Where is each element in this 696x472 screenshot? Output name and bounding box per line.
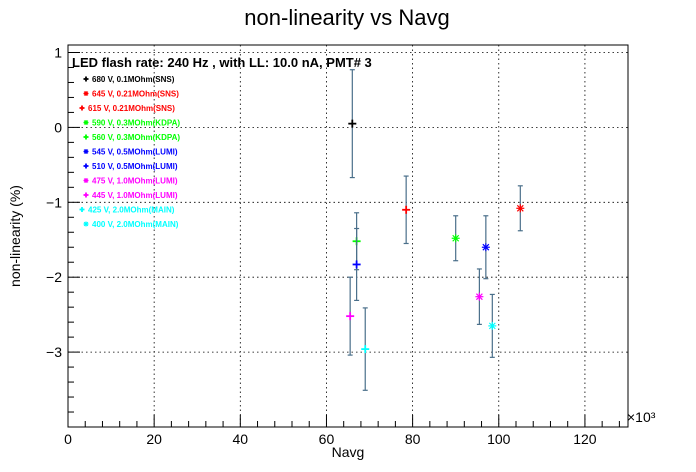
legend-entry: 590 V, 0.3MOhm(KDPA)	[83, 119, 180, 128]
data-point	[451, 215, 460, 262]
data-point	[402, 175, 411, 245]
x-tick-label: 0	[64, 431, 72, 447]
x-tick-label: 20	[146, 431, 162, 447]
y-tick-label: 0	[54, 119, 62, 135]
legend-label: 590 V, 0.3MOhm(KDPA)	[92, 119, 180, 128]
plot-frame	[67, 44, 629, 428]
marker-stroke	[475, 293, 483, 301]
x-tick-label: 120	[573, 431, 597, 447]
data-point	[475, 268, 484, 325]
data-point	[516, 185, 525, 232]
legend-entry: 475 V, 1.0MOhm(LUMI)	[83, 177, 178, 186]
x-tick-label: 80	[405, 431, 421, 447]
legend: 680 V, 0.1MOhm(SNS) 645 V, 0.21MOhm(SNS) 6…	[79, 75, 180, 229]
y-tick-label: 1	[54, 44, 62, 60]
legend-entry: 560 V, 0.3MOhm(KDPA)	[83, 133, 180, 142]
marker-stroke	[83, 178, 89, 183]
x-tick-label: 40	[233, 431, 249, 447]
legend-entry: 680 V, 0.1MOhm(SNS)	[83, 75, 175, 84]
legend-entry: 645 V, 0.21MOhm(SNS)	[83, 90, 179, 99]
data-points	[346, 69, 525, 391]
data-point	[352, 227, 361, 302]
legend-label: 615 V, 0.21MOhm(SNS)	[88, 104, 175, 113]
marker-stroke	[488, 322, 496, 330]
legend-label: 400 V, 2.0MOhm(MAIN)	[92, 220, 179, 229]
legend-entry: 545 V, 0.5MOhm(LUMI)	[83, 148, 178, 157]
legend-entry: 425 V, 2.0MOhm(MAIN)	[79, 206, 175, 215]
chart-title: non-linearity vs Navg	[244, 5, 449, 30]
y-tick-label: −2	[46, 269, 62, 285]
legend-label: 475 V, 1.0MOhm(LUMI)	[92, 177, 178, 186]
legend-label: 445 V, 1.0MOhm(LUMI)	[92, 191, 178, 200]
legend-label: 425 V, 2.0MOhm(MAIN)	[88, 206, 175, 215]
legend-entry: 445 V, 1.0MOhm(LUMI)	[83, 191, 178, 200]
marker-stroke	[452, 234, 460, 242]
legend-entry: 510 V, 0.5MOhm(LUMI)	[83, 162, 178, 171]
chart-annotation: LED flash rate: 240 Hz , with LL: 10.0 n…	[72, 55, 372, 70]
marker-stroke	[516, 204, 524, 212]
marker-stroke	[83, 149, 89, 154]
data-point	[348, 69, 357, 179]
legend-label: 545 V, 0.5MOhm(LUMI)	[92, 148, 178, 157]
grid	[68, 45, 628, 427]
x-tick-label: 60	[319, 431, 335, 447]
y-tick-label: −3	[46, 344, 62, 360]
y-tick-label: −1	[46, 194, 62, 210]
legend-label: 645 V, 0.21MOhm(SNS)	[92, 90, 179, 99]
x-axis-exponent: ×10³	[627, 409, 656, 425]
legend-entry: 615 V, 0.21MOhm(SNS)	[79, 104, 175, 113]
x-axis-label: Navg	[332, 444, 365, 460]
x-tick-label: 100	[487, 431, 511, 447]
marker-stroke	[482, 243, 490, 251]
marker-stroke	[83, 120, 89, 125]
marker-stroke	[83, 91, 89, 96]
data-point	[346, 276, 355, 356]
y-axis-label: non-linearity (%)	[7, 185, 23, 287]
legend-entry: 400 V, 2.0MOhm(MAIN)	[83, 220, 179, 229]
data-point	[481, 215, 490, 280]
legend-label: 680 V, 0.1MOhm(SNS)	[92, 75, 175, 84]
axes: 0 20 40 60 80 100 120 1 0 −1 −2 −3	[46, 44, 620, 447]
legend-label: 510 V, 0.5MOhm(LUMI)	[92, 162, 178, 171]
data-point	[361, 307, 370, 391]
legend-label: 560 V, 0.3MOhm(KDPA)	[92, 133, 180, 142]
data-point	[488, 293, 497, 358]
marker-stroke	[83, 221, 89, 227]
